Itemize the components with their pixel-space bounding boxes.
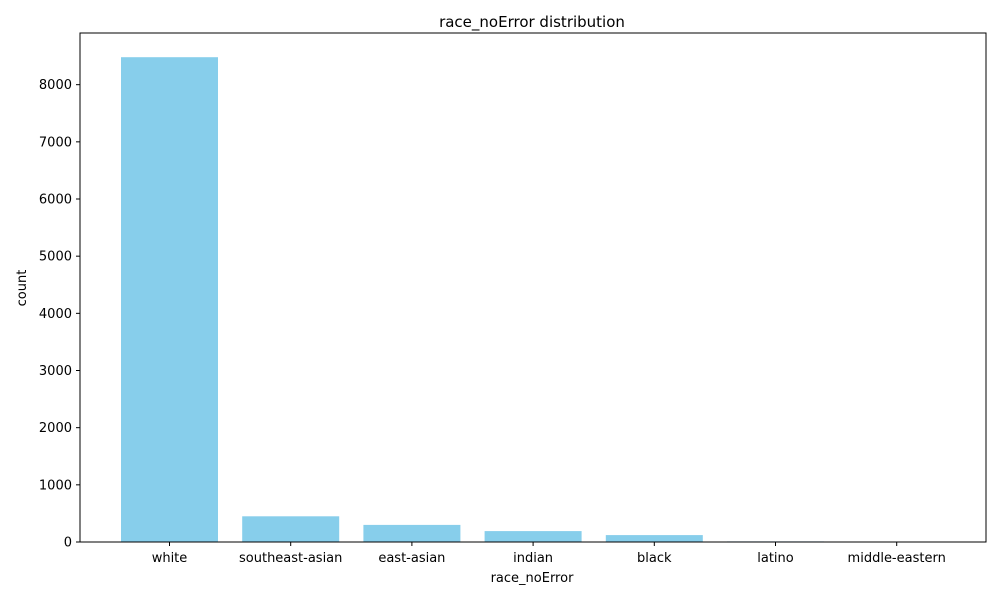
x-axis: white southeast-asian east-asian indian blac… xyxy=(152,542,946,566)
y-tick-label: 0 xyxy=(64,536,72,551)
y-tick-label: 4000 xyxy=(39,307,72,322)
y-axis: 0 1000 2000 3000 4000 5000 6000 7000 8000 xyxy=(39,78,80,551)
plot-frame xyxy=(79,32,987,543)
x-tick-label: middle-eastern xyxy=(848,551,946,566)
x-tick-label: indian xyxy=(513,551,553,566)
bar-indian xyxy=(484,531,582,542)
x-axis-label: race_noError xyxy=(491,571,574,586)
bar-black xyxy=(605,535,703,542)
x-tick-label: latino xyxy=(757,551,794,566)
bar-east-asian xyxy=(363,524,461,542)
x-tick-label: black xyxy=(637,551,672,566)
bar-southeast-asian xyxy=(242,516,340,542)
x-tick-label: white xyxy=(152,551,188,566)
x-tick-label: east-asian xyxy=(378,551,445,566)
bar-white xyxy=(121,57,218,542)
y-tick-label: 7000 xyxy=(39,135,72,150)
chart-title: race_noError distribution xyxy=(439,13,625,32)
y-tick-label: 2000 xyxy=(39,421,72,436)
y-axis-label: count xyxy=(15,270,30,307)
y-tick-label: 8000 xyxy=(39,78,72,93)
bars-group xyxy=(121,57,946,542)
y-tick-label: 6000 xyxy=(39,193,72,208)
y-tick-label: 3000 xyxy=(39,364,72,379)
y-tick-label: 5000 xyxy=(39,250,72,265)
x-tick-label: southeast-asian xyxy=(239,551,342,566)
y-tick-label: 1000 xyxy=(39,478,72,493)
